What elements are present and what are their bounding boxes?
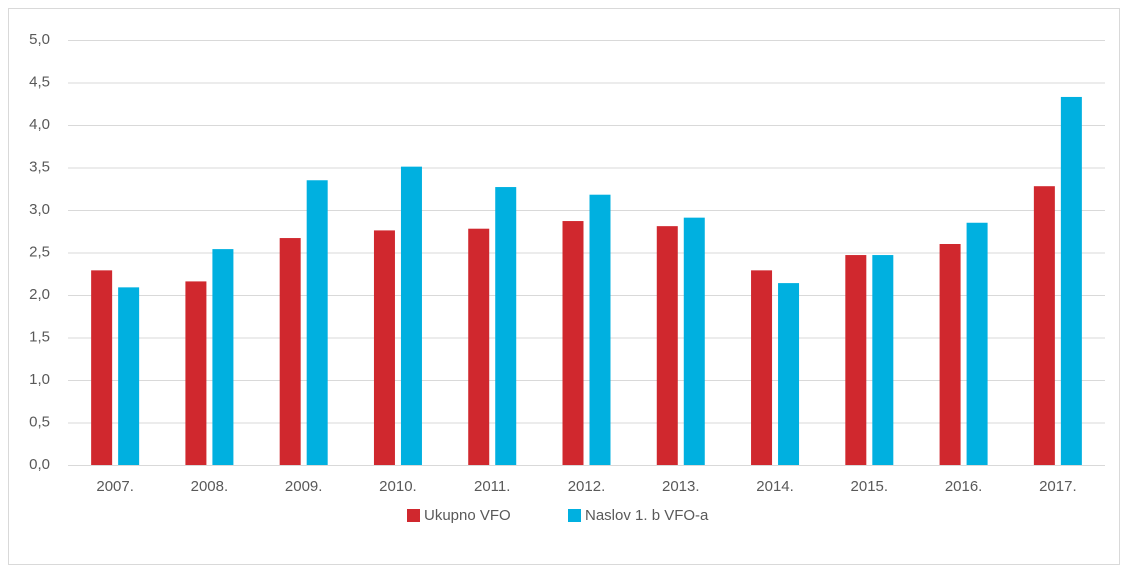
- bar: [872, 255, 894, 465]
- bar: [845, 255, 867, 465]
- legend-swatch: [407, 509, 420, 522]
- x-tick-label: 2012.: [568, 478, 606, 495]
- legend-swatch: [568, 509, 581, 522]
- x-tick-label: 2009.: [285, 478, 323, 495]
- legend-label: Ukupno VFO: [424, 507, 511, 524]
- bar: [306, 180, 328, 465]
- x-tick-label: 2010.: [379, 478, 417, 495]
- y-tick-label: 3,5: [29, 158, 50, 175]
- bar: [562, 221, 584, 465]
- y-tick-label: 0,0: [29, 456, 50, 473]
- bar: [656, 226, 678, 465]
- y-tick-label: 0,5: [29, 413, 50, 430]
- y-tick-label: 4,5: [29, 73, 50, 90]
- x-tick-label: 2015.: [851, 478, 889, 495]
- x-tick-label: 2017.: [1039, 478, 1077, 495]
- y-tick-label: 2,5: [29, 243, 50, 260]
- y-tick-label: 1,5: [29, 328, 50, 345]
- bar: [185, 281, 207, 465]
- legend-label: Naslov 1. b VFO-a: [585, 507, 709, 524]
- bar: [939, 244, 961, 465]
- bar: [683, 217, 705, 465]
- bar: [1033, 186, 1055, 465]
- bar: [589, 194, 611, 465]
- bar: [751, 270, 773, 465]
- bar: [91, 270, 113, 465]
- y-tick-label: 5,0: [29, 31, 50, 48]
- bar: [118, 287, 140, 465]
- y-tick-label: 1,0: [29, 371, 50, 388]
- bar: [966, 222, 988, 465]
- x-tick-label: 2007.: [96, 478, 134, 495]
- bar: [279, 238, 301, 465]
- x-tick-label: 2014.: [756, 478, 794, 495]
- x-tick-label: 2008.: [191, 478, 229, 495]
- x-tick-label: 2011.: [474, 478, 510, 495]
- y-tick-label: 2,0: [29, 286, 50, 303]
- bar: [778, 283, 800, 465]
- bar: [212, 249, 234, 465]
- x-tick-label: 2013.: [662, 478, 700, 495]
- bar: [400, 166, 422, 465]
- y-tick-label: 3,0: [29, 201, 50, 218]
- x-tick-label: 2016.: [945, 478, 983, 495]
- y-tick-label: 4,0: [29, 116, 50, 133]
- bar: [495, 187, 517, 466]
- bar: [373, 230, 395, 465]
- bar: [468, 228, 490, 465]
- bar: [1060, 96, 1082, 465]
